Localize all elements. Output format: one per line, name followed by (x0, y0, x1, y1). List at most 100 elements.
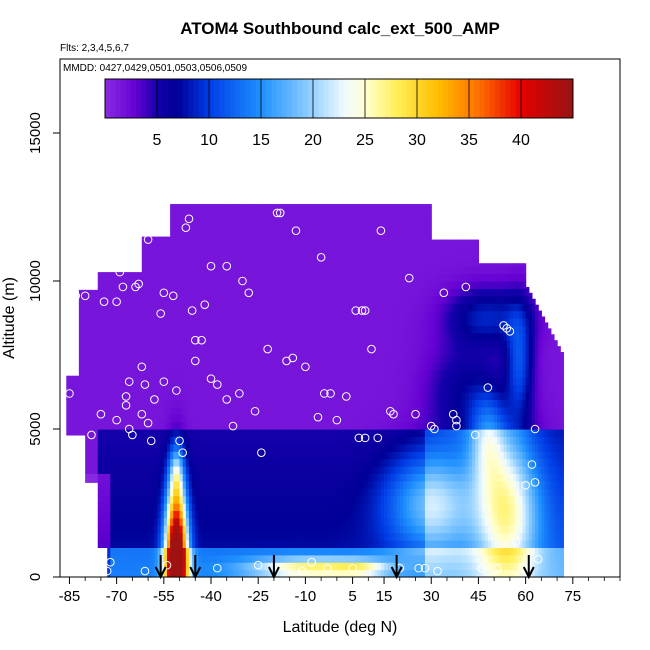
heatmap-cell (141, 495, 146, 504)
heatmap-cell (393, 266, 398, 275)
heatmap-cell (302, 399, 306, 408)
heatmap-cell (192, 495, 196, 504)
heatmap-cell (399, 229, 404, 238)
heatmap-cell (78, 429, 83, 436)
heatmap-cell (340, 362, 344, 371)
heatmap-cell (384, 540, 388, 548)
heatmap-cell (154, 473, 159, 482)
heatmap-cell (207, 244, 212, 252)
heatmap-cell (299, 347, 303, 356)
heatmap-cell (308, 480, 313, 489)
heatmap-cell (362, 414, 366, 423)
heatmap-cell (384, 214, 388, 223)
heatmap-cell (327, 236, 332, 245)
heatmap-cell (311, 451, 316, 460)
heatmap-cell (333, 347, 338, 356)
heatmap-cell (163, 281, 168, 289)
heatmap-cell (239, 517, 244, 526)
heatmap-cell (69, 377, 74, 386)
heatmap-cell (346, 436, 351, 445)
heatmap-cell (371, 347, 376, 356)
heatmap-cell (267, 540, 272, 548)
heatmap-cell (314, 207, 319, 215)
heatmap-cell (308, 392, 313, 400)
heatmap-cell (160, 480, 165, 489)
heatmap-cell (176, 303, 181, 312)
heatmap-cell (390, 369, 395, 378)
heatmap-cell (78, 310, 83, 319)
heatmap-cell (387, 369, 391, 378)
heatmap-cell (223, 562, 228, 571)
heatmap-cell (110, 436, 115, 445)
heatmap-cell (91, 384, 96, 393)
heatmap-cell (116, 451, 121, 460)
heatmap-cell (258, 251, 262, 260)
heatmap-cell (245, 414, 250, 423)
heatmap-cell (295, 569, 300, 578)
heatmap-cell (122, 525, 127, 534)
heatmap-cell (154, 295, 159, 304)
heatmap-cell (251, 473, 256, 482)
heatmap-cell (273, 273, 278, 282)
heatmap-cell (299, 229, 303, 238)
heatmap-cell (286, 207, 291, 215)
heatmap-cell (365, 384, 369, 393)
heatmap-cell (239, 562, 244, 571)
heatmap-cell (368, 569, 373, 578)
heatmap-cell (264, 517, 269, 526)
heatmap-cell (163, 495, 168, 504)
heatmap-cell (188, 503, 193, 511)
heatmap-cell (327, 436, 332, 445)
heatmap-cell (317, 436, 322, 445)
heatmap-cell (223, 421, 228, 430)
heatmap-cell (396, 229, 401, 238)
heatmap-cell (245, 399, 250, 408)
heatmap-cell (270, 532, 275, 541)
heatmap-cell (166, 473, 171, 482)
heatmap-cell (211, 273, 215, 282)
heatmap-cell (399, 540, 404, 548)
heatmap-cell (384, 458, 388, 467)
heatmap-cell (349, 251, 354, 260)
heatmap-cell (352, 488, 357, 497)
heatmap-cell (211, 377, 215, 386)
heatmap-cell (330, 204, 335, 208)
heatmap-cell (100, 272, 105, 275)
heatmap-cell (270, 362, 275, 371)
heatmap-cell (236, 266, 240, 275)
heatmap-cell (110, 332, 115, 341)
heatmap-cell (179, 347, 184, 356)
heatmap-cell (154, 503, 159, 511)
heatmap-cell (214, 332, 218, 341)
heatmap-cell (280, 436, 284, 445)
heatmap-cell (82, 340, 86, 349)
heatmap-cell (217, 369, 222, 378)
heatmap-cell (163, 443, 168, 452)
heatmap-cell (355, 236, 360, 245)
heatmap-cell (324, 204, 329, 208)
heatmap-cell (336, 207, 341, 215)
heatmap-cell (188, 325, 193, 334)
heatmap-cell (214, 281, 218, 289)
heatmap-cell (374, 392, 379, 400)
heatmap-cell (179, 554, 184, 563)
heatmap-cell (264, 236, 269, 245)
heatmap-cell (402, 318, 407, 326)
heatmap-cell (327, 510, 332, 519)
heatmap-cell (104, 377, 108, 386)
heatmap-cell (217, 429, 222, 437)
heatmap-cell (204, 347, 209, 356)
heatmap-cell (317, 451, 322, 460)
heatmap-cell (352, 540, 357, 548)
heatmap-cell (299, 503, 303, 511)
heatmap-cell (176, 369, 181, 378)
heatmap-cell (245, 236, 250, 245)
heatmap-cell (198, 251, 203, 260)
heatmap-cell (390, 318, 395, 326)
heatmap-cell (321, 281, 325, 289)
heatmap-cell (116, 443, 121, 452)
heatmap-cell (154, 258, 159, 267)
heatmap-cell (374, 288, 379, 297)
heatmap-cell (270, 251, 275, 260)
heatmap-cell (286, 244, 291, 252)
